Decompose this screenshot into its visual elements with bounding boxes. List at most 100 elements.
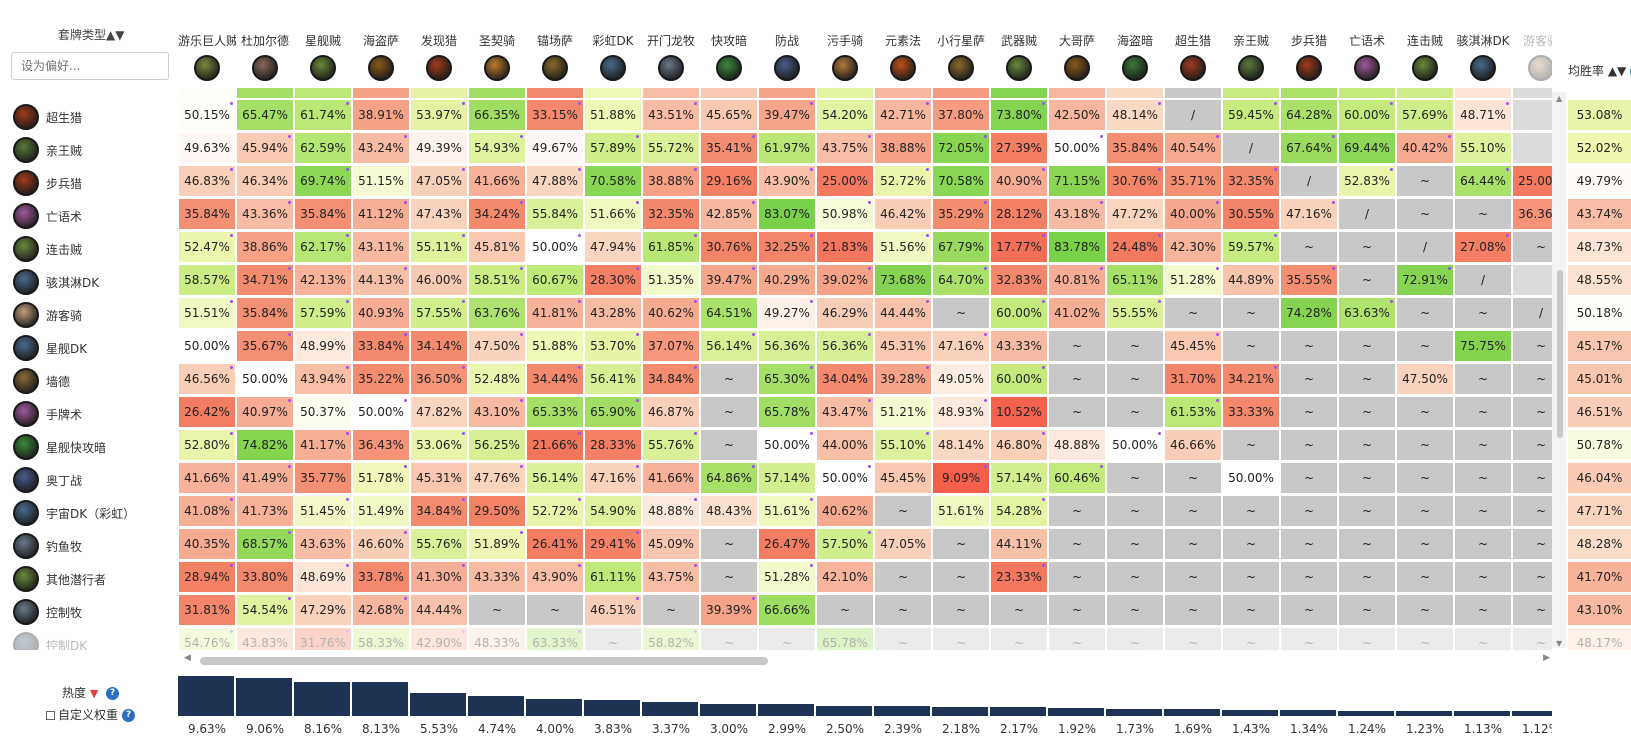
matchup-cell[interactable]: 66.66% xyxy=(759,595,815,625)
matchup-cell[interactable]: 65.47% xyxy=(237,100,293,130)
popularity-sort-header[interactable]: 热度 ▼ ? xyxy=(62,684,120,701)
matchup-cell[interactable]: ~ xyxy=(1165,529,1221,559)
matchup-cell[interactable]: 40.42% xyxy=(1397,133,1453,163)
matchup-cell[interactable]: 64.70% xyxy=(933,265,989,295)
matchup-cell[interactable]: 50.00% xyxy=(179,331,235,361)
matchup-cell[interactable]: / xyxy=(1339,199,1395,229)
matchup-cell[interactable]: 42.90% xyxy=(411,628,467,650)
matchup-cell[interactable]: ~ xyxy=(1107,463,1163,493)
matchup-cell[interactable]: 54.76% xyxy=(179,628,235,650)
matchup-cell[interactable]: 42.10% xyxy=(817,562,873,592)
matchup-cell[interactable]: 28.30% xyxy=(585,265,641,295)
matchup-cell[interactable]: 51.61% xyxy=(759,496,815,526)
matchup-cell[interactable]: 46.83% xyxy=(179,166,235,196)
matchup-cell[interactable]: ~ xyxy=(1107,364,1163,394)
matchup-cell[interactable]: ~ xyxy=(1339,496,1395,526)
matchup-cell[interactable]: ~ xyxy=(1339,232,1395,262)
matchup-cell[interactable]: ~ xyxy=(1049,529,1105,559)
column-header[interactable]: 快攻暗 xyxy=(700,0,758,90)
matchup-cell[interactable]: 47.29% xyxy=(295,595,351,625)
matchup-cell[interactable]: 57.59% xyxy=(295,298,351,328)
matchup-cell[interactable]: 41.81% xyxy=(527,298,583,328)
matchup-cell[interactable]: 60.00% xyxy=(991,364,1047,394)
matchup-cell[interactable]: ~ xyxy=(1455,496,1511,526)
column-header[interactable]: 海盗暗 xyxy=(1106,0,1164,90)
matchup-cell[interactable]: ~ xyxy=(933,562,989,592)
matchup-cell[interactable]: / xyxy=(1223,133,1279,163)
matchup-cell[interactable]: 36.36% xyxy=(1513,199,1552,229)
matchup-cell[interactable]: 28.94% xyxy=(179,562,235,592)
matchup-cell[interactable]: 29.16% xyxy=(701,166,757,196)
matchup-cell[interactable]: ~ xyxy=(1339,265,1395,295)
column-header[interactable]: 武器贼 xyxy=(990,0,1048,90)
matchup-cell[interactable]: 43.28% xyxy=(585,298,641,328)
matchup-cell[interactable]: ~ xyxy=(1339,562,1395,592)
column-header[interactable]: 连击贼 xyxy=(1396,0,1454,90)
matchup-cell[interactable]: 53.06% xyxy=(411,430,467,460)
matchup-cell[interactable]: 48.99% xyxy=(295,331,351,361)
matchup-cell[interactable]: ~ xyxy=(1281,463,1337,493)
matchup-cell[interactable]: ~ xyxy=(1281,430,1337,460)
row-header[interactable]: 钓鱼牧 xyxy=(0,529,178,562)
matchup-cell[interactable]: 65.33% xyxy=(527,397,583,427)
matchup-cell[interactable]: ~ xyxy=(1165,628,1221,650)
matchup-cell[interactable]: 74.82% xyxy=(237,430,293,460)
matchup-cell[interactable]: 63.76% xyxy=(469,298,525,328)
matchup-cell[interactable]: 34.84% xyxy=(643,364,699,394)
matchup-cell[interactable]: 58.33% xyxy=(353,628,409,650)
column-header[interactable]: 步兵猎 xyxy=(1280,0,1338,90)
matchup-cell[interactable]: 32.25% xyxy=(759,232,815,262)
matchup-cell[interactable]: 55.10% xyxy=(1455,133,1511,163)
matchup-cell[interactable]: 39.47% xyxy=(759,100,815,130)
matchup-cell[interactable]: ~ xyxy=(1223,430,1279,460)
matchup-cell[interactable]: 55.10% xyxy=(875,430,931,460)
matchup-cell[interactable]: 63.33% xyxy=(527,628,583,650)
matchup-cell[interactable]: 34.71% xyxy=(237,265,293,295)
matchup-cell[interactable]: ~ xyxy=(1455,298,1511,328)
matchup-cell[interactable]: 47.72% xyxy=(1107,199,1163,229)
matchup-cell[interactable]: 33.80% xyxy=(237,562,293,592)
matchup-cell[interactable]: 36.50% xyxy=(411,364,467,394)
matchup-cell[interactable]: ~ xyxy=(1049,364,1105,394)
matchup-cell[interactable]: ~ xyxy=(1049,562,1105,592)
matchup-cell[interactable]: 45.31% xyxy=(875,331,931,361)
matchup-cell[interactable]: 67.64% xyxy=(1281,133,1337,163)
matchup-cell[interactable]: 45.65% xyxy=(701,100,757,130)
row-header[interactable]: 亡语术 xyxy=(0,199,178,232)
column-header[interactable]: 污手骑 xyxy=(816,0,874,90)
matchup-cell[interactable]: 32.83% xyxy=(991,265,1047,295)
matchup-cell[interactable]: 51.28% xyxy=(759,562,815,592)
matchup-cell[interactable]: 51.88% xyxy=(527,331,583,361)
matchup-cell[interactable]: 54.54% xyxy=(237,595,293,625)
row-header[interactable]: 墙德 xyxy=(0,364,178,397)
matchup-cell[interactable]: 42.71% xyxy=(875,100,931,130)
matchup-cell[interactable]: 37.80% xyxy=(933,100,989,130)
matchup-cell[interactable]: 41.02% xyxy=(1049,298,1105,328)
matchup-cell[interactable]: / xyxy=(1281,166,1337,196)
matchup-cell[interactable]: 30.55% xyxy=(1223,199,1279,229)
matchup-cell[interactable]: 51.49% xyxy=(353,496,409,526)
column-header[interactable]: 开门龙牧 xyxy=(642,0,700,90)
matchup-cell[interactable]: 40.35% xyxy=(179,529,235,559)
matchup-cell[interactable]: 73.80% xyxy=(991,100,1047,130)
matchup-cell[interactable]: 49.27% xyxy=(759,298,815,328)
matchup-cell[interactable]: 52.48% xyxy=(469,364,525,394)
matchup-cell[interactable]: 43.51% xyxy=(643,100,699,130)
matchup-cell[interactable]: 48.43% xyxy=(701,496,757,526)
matchup-cell[interactable]: 39.39% xyxy=(701,595,757,625)
matchup-cell[interactable]: 49.05% xyxy=(933,364,989,394)
matchup-cell[interactable]: 45.45% xyxy=(875,463,931,493)
matchup-cell[interactable]: 61.74% xyxy=(295,100,351,130)
matchup-cell[interactable]: ~ xyxy=(701,529,757,559)
matchup-cell[interactable]: ~ xyxy=(1513,529,1552,559)
matchup-cell[interactable]: ~ xyxy=(1049,331,1105,361)
matchup-cell[interactable]: 51.61% xyxy=(933,496,989,526)
matchup-cell[interactable]: ~ xyxy=(1513,232,1552,262)
matchup-cell[interactable]: 38.91% xyxy=(353,100,409,130)
row-header[interactable]: 骇淇淋DK xyxy=(0,265,178,298)
matchup-cell[interactable]: 48.33% xyxy=(469,628,525,650)
matchup-cell[interactable]: 9.09% xyxy=(933,463,989,493)
matchup-cell[interactable]: 54.20% xyxy=(817,100,873,130)
row-header[interactable]: 星舰DK xyxy=(0,331,178,364)
matchup-cell[interactable]: 38.88% xyxy=(875,133,931,163)
